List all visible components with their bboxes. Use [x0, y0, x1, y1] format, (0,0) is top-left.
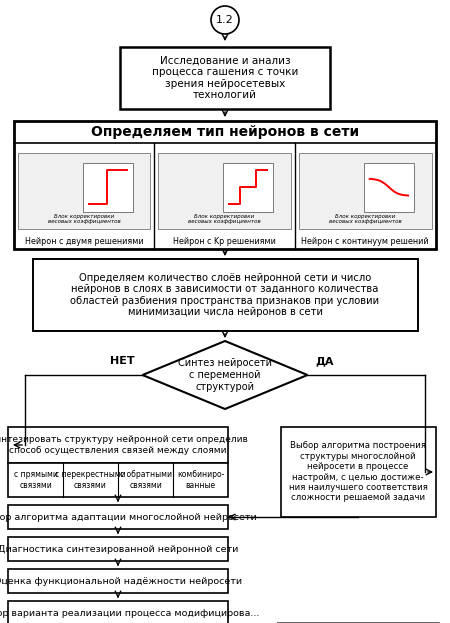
Text: Блок корректировки
весовых коэффициентов: Блок корректировки весовых коэффициентов — [48, 214, 121, 224]
Text: с прямыми
связями: с прямыми связями — [14, 470, 58, 490]
Text: Исследование и анализ
процесса гашения с точки
зрения нейросетевых
технологий: Исследование и анализ процесса гашения с… — [152, 55, 298, 100]
Text: Синтезировать структуру нейронной сети определив
способ осуществления связей меж: Синтезировать структуру нейронной сети о… — [0, 435, 248, 455]
Bar — [158, 153, 291, 229]
Text: Определяем тип нейронов в сети: Определяем тип нейронов в сети — [91, 125, 359, 139]
Text: Выбор алгоритма адаптации многослойной нейросети: Выбор алгоритма адаптации многослойной н… — [0, 513, 256, 521]
Bar — [83, 163, 133, 212]
Bar — [8, 505, 228, 529]
Bar — [298, 153, 432, 229]
Bar — [8, 427, 228, 463]
Text: Нейрон с континуум решений: Нейрон с континуум решений — [301, 237, 429, 245]
Text: с обратными
связями: с обратными связями — [120, 470, 171, 490]
Text: с перекрестными
связями: с перекрестными связями — [55, 470, 126, 490]
Bar — [364, 163, 414, 212]
Text: ДА: ДА — [315, 356, 334, 366]
Bar — [8, 601, 228, 623]
Text: Блок корректировки
весовых коэффициентов: Блок корректировки весовых коэффициентов — [328, 214, 401, 224]
Text: Оценка функциональной надёжности нейросети: Оценка функциональной надёжности нейросе… — [0, 576, 242, 586]
Text: Выбор алгоритма построения
структуры многослойной
нейросети в процессе
настройм,: Выбор алгоритма построения структуры мно… — [288, 442, 428, 503]
Bar — [223, 163, 273, 212]
Bar — [8, 463, 228, 497]
Bar — [280, 427, 436, 517]
Bar — [8, 537, 228, 561]
Bar — [18, 153, 150, 229]
Bar — [120, 47, 330, 109]
Text: Диагностика синтезированной нейронной сети: Диагностика синтезированной нейронной се… — [0, 545, 238, 553]
Text: Нейрон с двумя решениями: Нейрон с двумя решениями — [25, 237, 143, 245]
Text: Блок корректировки
весовых коэффициентов: Блок корректировки весовых коэффициентов — [188, 214, 261, 224]
Text: 1.2: 1.2 — [216, 15, 234, 25]
Text: Выбор варианта реализации процесса модифицирова...: Выбор варианта реализации процесса модиф… — [0, 609, 259, 617]
Text: НЕТ: НЕТ — [110, 356, 135, 366]
Text: Синтез нейросети
с переменной
структурой: Синтез нейросети с переменной структурой — [178, 358, 272, 392]
Bar — [32, 259, 418, 331]
Text: Нейрон с Kp решениями: Нейрон с Kp решениями — [172, 237, 275, 245]
Bar — [14, 121, 436, 249]
Bar — [8, 569, 228, 593]
Text: Определяем количество слоёв нейронной сети и число
нейронов в слоях в зависимост: Определяем количество слоёв нейронной се… — [71, 273, 379, 317]
Text: комбиниро-
ванные: комбиниро- ванные — [177, 470, 224, 490]
